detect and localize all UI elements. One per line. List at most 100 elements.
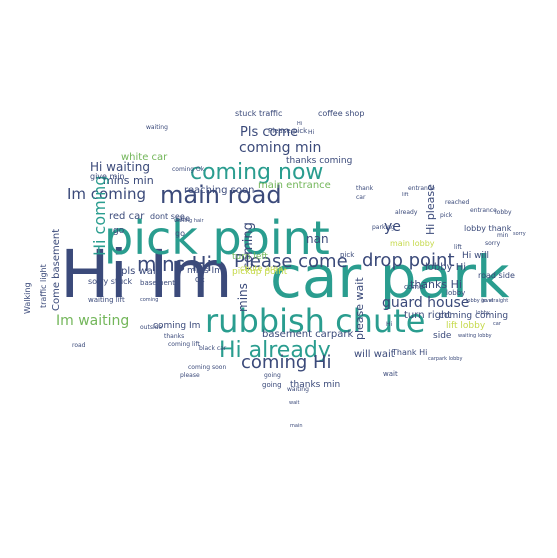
cloud-word: Walking — [23, 282, 32, 314]
cloud-word: Hi will — [462, 251, 489, 261]
cloud-word: lobby — [476, 310, 490, 316]
cloud-word: coming soon — [188, 364, 227, 371]
cloud-word: thanks Hi — [410, 278, 462, 291]
cloud-word: come — [404, 283, 424, 291]
cloud-word: coming Hi — [241, 352, 332, 373]
cloud-word: turn right — [404, 310, 452, 321]
cloud-word: black car — [199, 345, 227, 352]
cloud-word: will wait — [354, 349, 395, 360]
cloud-word: lobby thank — [464, 224, 512, 233]
cloud-word: car park — [270, 243, 510, 311]
cloud-word: thanks — [164, 333, 185, 340]
cloud-word: lobby — [495, 209, 512, 216]
cloud-word: dont see — [150, 212, 185, 221]
cloud-word: coming Im — [153, 321, 201, 331]
cloud-word: Pls come — [240, 125, 299, 140]
cloud-word: please — [180, 372, 200, 379]
cloud-word: already — [395, 209, 418, 216]
cloud-word: drop point — [362, 250, 455, 271]
cloud-word: coming now — [190, 160, 324, 185]
cloud-word: lobby level — [466, 298, 494, 304]
cloud-word: see — [176, 214, 191, 223]
cloud-word: Please pick — [268, 127, 308, 135]
cloud-word: Hi — [297, 121, 303, 127]
cloud-word: Hi waiting — [90, 160, 150, 174]
cloud-word: min — [497, 232, 509, 239]
cloud-word: Hi coming — [90, 175, 109, 256]
cloud-word: lift — [402, 192, 409, 198]
cloud-word: reaching soon — [184, 185, 255, 196]
cloud-word: going — [264, 372, 281, 379]
cloud-word: pls wait — [121, 266, 160, 277]
cloud-word: main entrance — [258, 180, 331, 191]
cloud-word: Im waiting — [56, 313, 130, 329]
cloud-word: pick point — [104, 211, 330, 265]
cloud-word: main road — [160, 181, 282, 209]
cloud-word: coming — [241, 222, 256, 270]
cloud-word: wait — [383, 370, 398, 378]
cloud-word: car — [356, 194, 366, 201]
cloud-word: carpark lobby — [428, 356, 463, 362]
cloud-word: nan — [306, 232, 329, 246]
cloud-word: mins Im — [187, 266, 223, 276]
cloud-word: please wait — [353, 277, 366, 340]
cloud-word: coming coming — [439, 311, 509, 321]
cloud-word: road — [72, 342, 86, 349]
cloud-word: sorry — [513, 231, 526, 237]
cloud-word: ye — [384, 219, 401, 235]
cloud-word: Come basement — [51, 228, 62, 311]
cloud-word: chute area — [240, 264, 283, 273]
cloud-word: road side — [478, 271, 515, 280]
cloud-word: pick — [440, 212, 453, 219]
cloud-word: go — [175, 229, 185, 238]
cloud-word: going — [262, 381, 282, 389]
cloud-word: wait — [289, 400, 300, 406]
cloud-word: coming min — [239, 140, 322, 156]
cloud-word: red car — [109, 211, 145, 222]
cloud-word: waiting hair — [174, 218, 204, 224]
cloud-word: waiting — [287, 386, 309, 393]
cloud-word: Ok — [195, 276, 205, 284]
cloud-word: basement carpark — [262, 329, 354, 340]
cloud-word: lobby Hi — [425, 262, 466, 273]
cloud-word: Hi — [308, 129, 315, 136]
cloud-word: lift — [454, 244, 462, 251]
cloud-word: thanks min — [290, 380, 341, 390]
cloud-word: basement — [140, 279, 175, 287]
cloud-word: main — [290, 423, 303, 429]
cloud-word: Hi Im — [60, 236, 233, 313]
cloud-word: turn left — [232, 252, 268, 262]
cloud-word: lift lobby — [446, 321, 486, 331]
cloud-word: coming lift — [168, 341, 200, 348]
cloud-word: rubbish chute — [205, 302, 426, 340]
cloud-word: traffic light — [39, 264, 48, 308]
cloud-word: white car — [121, 152, 168, 163]
cloud-word: car — [493, 321, 501, 327]
cloud-word: give min — [90, 172, 125, 181]
cloud-word: side — [433, 331, 452, 341]
cloud-word: coffee shop — [318, 109, 365, 118]
cloud-word: parking — [372, 224, 395, 231]
cloud-word: mins Hi — [137, 252, 213, 276]
cloud-word: waiting lobby — [458, 333, 492, 339]
cloud-word: mins — [236, 283, 250, 312]
cloud-word: sorry stuck — [88, 277, 133, 286]
cloud-word: mins min — [103, 174, 154, 187]
cloud-word: entrance — [470, 207, 497, 214]
cloud-word: waiting — [146, 124, 168, 131]
cloud-word: thank — [356, 185, 374, 192]
cloud-word: reached — [445, 199, 470, 206]
cloud-word: Hi — [386, 321, 393, 328]
cloud-word: sorry — [485, 240, 501, 247]
cloud-word: stuck traffic — [235, 109, 283, 118]
cloud-word: waiting lift — [88, 296, 125, 304]
cloud-word: pickup point — [232, 267, 288, 277]
cloud-word: Thank Hi — [392, 348, 428, 357]
cloud-word: guard house — [382, 295, 470, 311]
cloud-word: outside — [140, 324, 163, 331]
cloud-word: coming — [140, 297, 159, 303]
cloud-word: Please come — [234, 251, 348, 272]
cloud-word: pick — [340, 251, 355, 259]
cloud-word: go straight — [481, 298, 509, 304]
